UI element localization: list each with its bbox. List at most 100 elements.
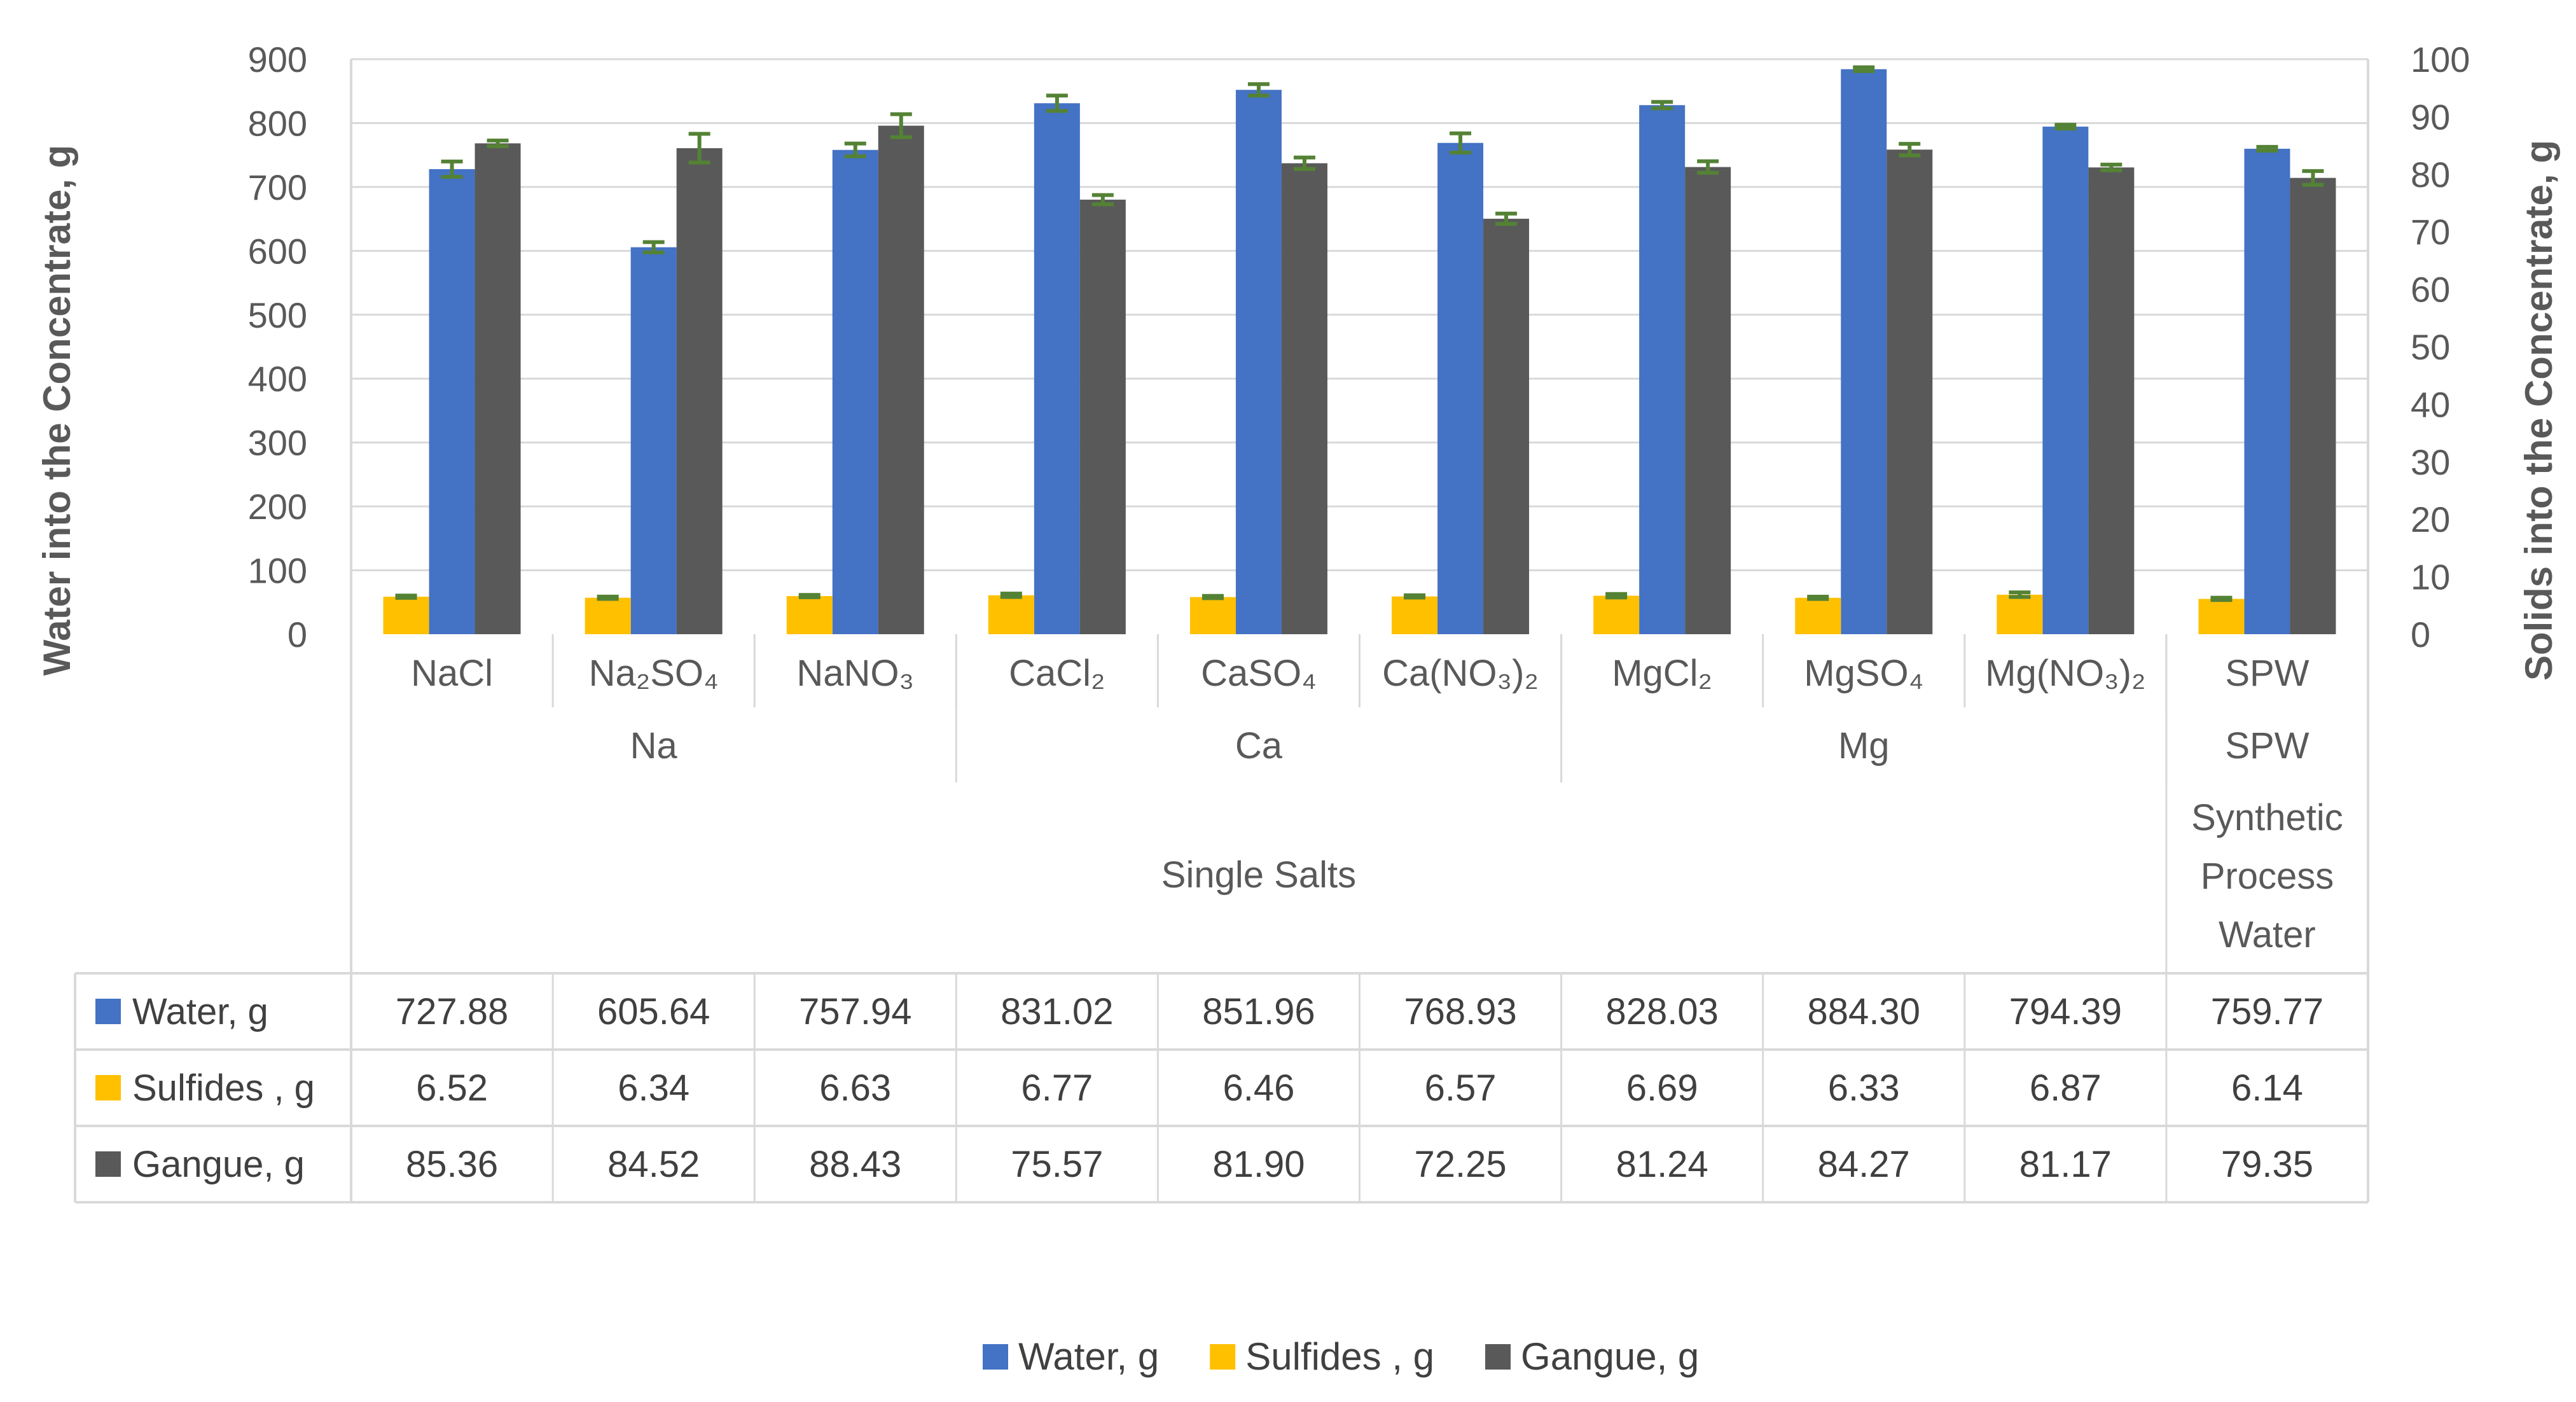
y-left-tick-label: 100 xyxy=(248,551,307,591)
table-cell: 81.17 xyxy=(2019,1144,2112,1185)
bar xyxy=(1593,595,1640,634)
group-label: Ca xyxy=(1235,725,1283,767)
bar xyxy=(2198,599,2245,634)
table-cell: 6.46 xyxy=(1223,1067,1295,1109)
bar xyxy=(429,169,475,634)
table-cell: 81.90 xyxy=(1212,1144,1305,1185)
bar xyxy=(1841,69,1887,634)
table-cell: 6.14 xyxy=(2231,1067,2303,1109)
category-label: SPW xyxy=(2225,653,2309,694)
group-label: Single Salts xyxy=(1161,854,1356,896)
table-cell: 72.25 xyxy=(1414,1144,1506,1185)
y-right-tick-label: 20 xyxy=(2411,499,2450,539)
table-cell: 757.94 xyxy=(799,991,911,1032)
bar xyxy=(383,597,429,634)
bar xyxy=(988,595,1034,634)
bar xyxy=(1685,167,1731,634)
table-cell: 6.34 xyxy=(618,1067,689,1109)
bar xyxy=(1437,142,1484,634)
y-right-tick-label: 70 xyxy=(2411,212,2450,252)
table-cell: 605.64 xyxy=(597,991,710,1032)
bar xyxy=(630,247,677,634)
y-left-tick-label: 500 xyxy=(248,295,307,335)
table-cell: 759.77 xyxy=(2211,991,2323,1032)
y-right-tick-label: 10 xyxy=(2411,557,2450,597)
table-cell: 6.33 xyxy=(1828,1067,1900,1109)
y-right-tick-label: 60 xyxy=(2411,270,2450,310)
legend-swatch xyxy=(1485,1344,1511,1370)
bar xyxy=(1997,594,2043,634)
bar xyxy=(1795,597,1841,634)
group-label: Synthetic xyxy=(2191,797,2343,838)
bar xyxy=(878,125,924,635)
legend-item: Gangue, g xyxy=(1485,1335,1699,1378)
category-label: MgSO₄ xyxy=(1804,653,1923,694)
category-label: MgCl₂ xyxy=(1612,653,1712,694)
group-label: SPW xyxy=(2225,725,2309,767)
table-cell: 794.39 xyxy=(2009,991,2122,1032)
bar xyxy=(1483,218,1530,634)
bar xyxy=(2244,148,2290,634)
bar xyxy=(2088,167,2135,634)
y-left-tick-label: 200 xyxy=(248,487,307,527)
group-label: Mg xyxy=(1838,725,1890,767)
table-cell: 6.87 xyxy=(2030,1067,2102,1109)
y-left-tick-label: 700 xyxy=(248,167,307,207)
y-right-tick-label: 40 xyxy=(2411,384,2450,424)
bar xyxy=(1189,597,1236,634)
legend-item: Sulfides , g xyxy=(1210,1335,1434,1378)
category-label: Na₂SO₄ xyxy=(589,653,719,694)
legend-label: Gangue, g xyxy=(1521,1335,1699,1378)
bar xyxy=(1281,163,1327,634)
legend-label: Sulfides , g xyxy=(1245,1335,1434,1378)
y-right-tick-label: 80 xyxy=(2411,155,2450,195)
table-series-name: Water, g xyxy=(132,991,268,1032)
table-cell: 851.96 xyxy=(1202,991,1315,1032)
y-left-tick-label: 400 xyxy=(248,359,307,399)
category-label: Mg(NO₃)₂ xyxy=(1985,653,2145,694)
table-cell: 6.57 xyxy=(1425,1067,1497,1109)
category-label: CaCl₂ xyxy=(1009,653,1105,694)
table-cell: 828.03 xyxy=(1605,991,1718,1032)
bar xyxy=(832,149,878,634)
y-left-tick-label: 900 xyxy=(248,39,307,80)
y-right-tick-label: 30 xyxy=(2411,442,2450,482)
category-label: NaCl xyxy=(411,653,493,694)
bar xyxy=(1235,90,1282,634)
table-cell: 884.30 xyxy=(1808,991,1920,1032)
bars xyxy=(383,69,2336,635)
bar xyxy=(585,597,631,634)
axes: 0 100 200 300 400 500 600 700 800 900 0 10 20 30 40 50 6… xyxy=(36,39,2560,681)
bar xyxy=(2290,177,2336,634)
y-left-tick-label: 600 xyxy=(248,231,307,271)
legend: Water, g Sulfides , g Gangue, g xyxy=(983,1335,1699,1378)
table-cell: 85.36 xyxy=(406,1144,498,1185)
bar xyxy=(786,596,833,634)
legend-swatch xyxy=(1210,1344,1236,1370)
y-right-axis-title: Solids into the Concentrate, g xyxy=(2517,140,2560,681)
bar xyxy=(1034,103,1080,635)
table-legend-key xyxy=(95,999,121,1024)
y-left-tick-label: 800 xyxy=(248,103,307,143)
y-right-tick-label: 90 xyxy=(2411,97,2450,137)
table-legend-key xyxy=(95,1075,121,1100)
y-right-tick-label: 50 xyxy=(2411,327,2450,367)
table-cell: 6.77 xyxy=(1021,1067,1093,1109)
table-cell: 6.69 xyxy=(1626,1067,1698,1109)
bar xyxy=(474,143,521,635)
table-cell: 6.52 xyxy=(416,1067,488,1109)
table-cell: 768.93 xyxy=(1404,991,1516,1032)
y-right-tick-label: 100 xyxy=(2411,39,2470,80)
table-series-name: Gangue, g xyxy=(132,1144,305,1185)
error-bars xyxy=(395,65,2324,602)
bar xyxy=(1887,149,1933,634)
legend-swatch xyxy=(983,1344,1008,1370)
y-left-tick-label: 300 xyxy=(248,423,307,463)
bar xyxy=(676,148,723,634)
table-cell: 75.57 xyxy=(1011,1144,1103,1185)
bar xyxy=(1639,105,1686,635)
category-label: NaNO₃ xyxy=(796,653,914,694)
y-left-axis-title: Water into the Concentrate, g xyxy=(36,145,78,676)
y-left-tick-label: 0 xyxy=(287,614,307,655)
